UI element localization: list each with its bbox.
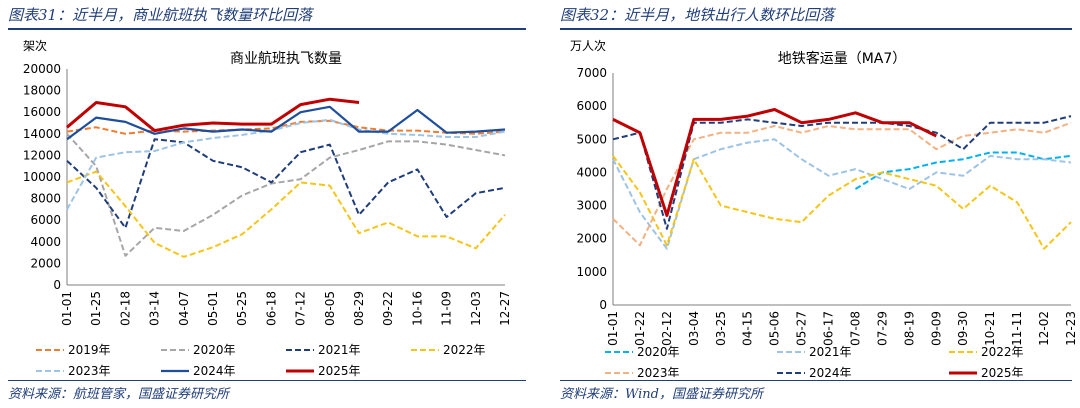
x-tick-label: 03-14: [148, 291, 162, 326]
y-tick-label: 0: [599, 298, 607, 312]
right-source: 资料来源：Wind，国盛证券研究所: [560, 387, 763, 402]
series-line-2020年: [854, 151, 1072, 190]
x-tick-label: 08-19: [902, 311, 916, 346]
series-line-2019年: [66, 119, 506, 135]
x-tick-label: 04-15: [741, 311, 755, 346]
y-tick-label: 20000: [23, 62, 61, 76]
x-tick-label: 10-21: [983, 311, 997, 346]
legend-label: 2022年: [443, 343, 486, 357]
y-tick-label: 4000: [30, 235, 61, 249]
left-source-rule: [8, 380, 526, 381]
x-tick-label: 09-09: [929, 311, 943, 346]
x-tick-label: 07-29: [875, 311, 889, 346]
flight-chart: 商业航班执飞数量 架次 0 2000 4000 6000 8000 10000 12000 140…: [23, 39, 512, 377]
y-tick-label: 5000: [576, 132, 607, 146]
x-tick-label: 09-30: [956, 311, 970, 346]
x-tick-label: 04-07: [177, 291, 191, 326]
legend-label: 2023年: [68, 364, 111, 377]
y-tick-label: 7000: [576, 66, 607, 80]
x-tick-label: 03-04: [687, 311, 701, 346]
legend-label: 2021年: [318, 343, 361, 357]
x-tick-label: 01-22: [633, 311, 647, 346]
y-tick-label: 1000: [576, 265, 607, 279]
legend-label: 2020年: [637, 345, 680, 359]
y-tick-label: 2000: [576, 232, 607, 246]
x-tick-label: 06-18: [264, 291, 278, 326]
x-tick-label: 11-09: [440, 291, 454, 326]
x-tick-label: 05-27: [795, 311, 809, 346]
x-tick-label: 07-12: [294, 291, 308, 326]
x-tick-label: 08-05: [323, 291, 337, 326]
x-tick-label: 12-02: [1037, 311, 1051, 346]
legend-label: 2023年: [637, 366, 680, 377]
x-tick-label: 08-29: [352, 291, 366, 326]
chart-title: 地铁客运量（MA7）: [778, 50, 907, 67]
x-tick-label: 01-25: [89, 291, 103, 326]
legend-label: 2025年: [981, 366, 1024, 377]
series-line-2025年: [612, 108, 937, 217]
x-tick-label: 05-06: [768, 311, 782, 346]
left-panel-title: 图表31：近半月，商业航班执飞数量环比回落: [8, 6, 313, 24]
legend-label: 2022年: [981, 345, 1024, 359]
chart-title: 商业航班执飞数量: [230, 51, 342, 67]
y-axis-label: 万人次: [570, 39, 606, 53]
x-tick-label: 11-11: [1010, 311, 1024, 346]
legend-label: 2025年: [318, 364, 361, 377]
x-tick-label: 02-12: [660, 311, 674, 346]
y-tick-label: 6000: [576, 99, 607, 113]
right-title-rule: [560, 28, 1072, 30]
series-line-2023年: [612, 121, 1072, 247]
series-line-2021年: [612, 138, 1072, 250]
x-tick-label: 12-23: [1064, 311, 1078, 346]
x-tick-label: 01-01: [606, 311, 620, 346]
legend-label: 2024年: [193, 364, 236, 377]
legend-label: 2020年: [193, 343, 236, 357]
x-tick-label: 12-03: [469, 291, 483, 326]
legend-label: 2021年: [809, 345, 852, 359]
series-line-2022年: [66, 170, 506, 258]
x-tick-label: 05-01: [206, 291, 220, 326]
y-tick-label: 14000: [23, 127, 61, 141]
right-panel-title: 图表32：近半月，地铁出行人数环比回落: [560, 6, 835, 24]
subway-chart: 地铁客运量（MA7） 万人次 0 1000 2000 3000 4000 5000 6000 70…: [570, 39, 1078, 377]
y-tick-label: 12000: [23, 148, 61, 162]
left-title-rule: [8, 28, 526, 30]
y-axis-label: 架次: [23, 39, 47, 53]
left-source: 资料来源：航班管家，国盛证券研究所: [8, 387, 230, 402]
series-line-2025年: [66, 97, 360, 133]
right-source-rule: [560, 380, 1072, 381]
y-tick-label: 8000: [30, 192, 61, 206]
x-tick-label: 12-27: [498, 291, 512, 326]
series-line-2020年: [66, 133, 506, 257]
y-tick-label: 4000: [576, 165, 607, 179]
y-tick-label: 0: [53, 278, 61, 292]
y-tick-label: 6000: [30, 213, 61, 227]
x-tick-label: 05-25: [235, 291, 249, 326]
y-tick-label: 10000: [23, 170, 61, 184]
y-tick-label: 18000: [23, 84, 61, 98]
y-tick-label: 3000: [576, 199, 607, 213]
series-line-2022年: [612, 155, 1072, 250]
series-line-2023年: [66, 118, 506, 210]
series-line-2021年: [66, 138, 506, 229]
legend-label: 2024年: [809, 366, 852, 377]
series-line-2024年: [66, 105, 506, 141]
y-tick-label: 2000: [30, 256, 61, 270]
y-tick-label: 16000: [23, 105, 61, 119]
x-tick-label: 09-22: [381, 291, 395, 326]
legend-label: 2019年: [68, 343, 111, 357]
x-tick-label: 03-25: [714, 311, 728, 346]
x-tick-label: 10-16: [410, 291, 424, 326]
x-tick-label: 02-18: [118, 291, 132, 326]
x-tick-label: 07-08: [848, 311, 862, 346]
x-tick-label: 06-17: [822, 311, 836, 346]
x-tick-label: 01-01: [60, 291, 74, 326]
